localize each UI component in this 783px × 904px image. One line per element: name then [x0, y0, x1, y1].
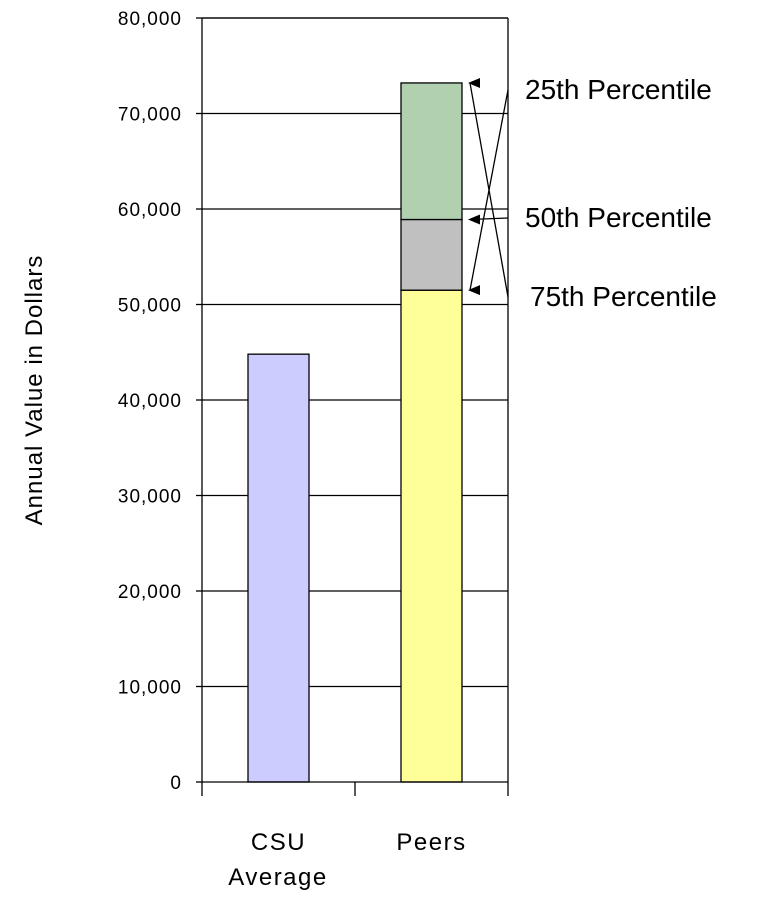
bar-segment — [400, 289, 463, 783]
y-tick-label: 20,000 — [118, 582, 182, 603]
annotation-label: 25th Percentile — [525, 74, 712, 105]
x-axis-subcategory-label: Average — [228, 864, 327, 891]
y-tick-labels: 0 10,000 20,000 30,000 40,000 50,000 60,000 70,… — [118, 9, 182, 794]
annotations: 75th Percentile 50th Percentile 25th Perce… — [468, 74, 717, 312]
bars — [247, 82, 463, 783]
bar-segment — [247, 353, 310, 783]
y-tick-label: 80,000 — [118, 9, 182, 30]
arrowhead — [468, 214, 480, 225]
y-tick-label: 70,000 — [118, 105, 182, 126]
annotation-label: 50th Percentile — [525, 202, 712, 233]
bar-segment — [400, 82, 463, 221]
arrowhead — [468, 285, 480, 296]
x-tick-label: Peers — [396, 829, 466, 856]
x-tick-labels: CSU Peers — [251, 829, 466, 856]
annotation-arrow — [469, 89, 509, 291]
y-tick-label: 50,000 — [118, 296, 182, 317]
bar-segment — [400, 218, 463, 291]
annotation-label: 75th Percentile — [530, 281, 717, 312]
y-tick-label: 30,000 — [118, 487, 182, 508]
y-axis-label: Annual Value in Dollars — [21, 255, 48, 526]
arrowhead — [468, 77, 480, 88]
y-tick-label: 60,000 — [118, 200, 182, 221]
y-tick-label: 10,000 — [118, 678, 182, 699]
y-tick-label: 40,000 — [118, 391, 182, 412]
x-tick-label: CSU — [251, 829, 306, 856]
axes — [196, 17, 509, 796]
y-tick-label: 0 — [170, 773, 182, 794]
